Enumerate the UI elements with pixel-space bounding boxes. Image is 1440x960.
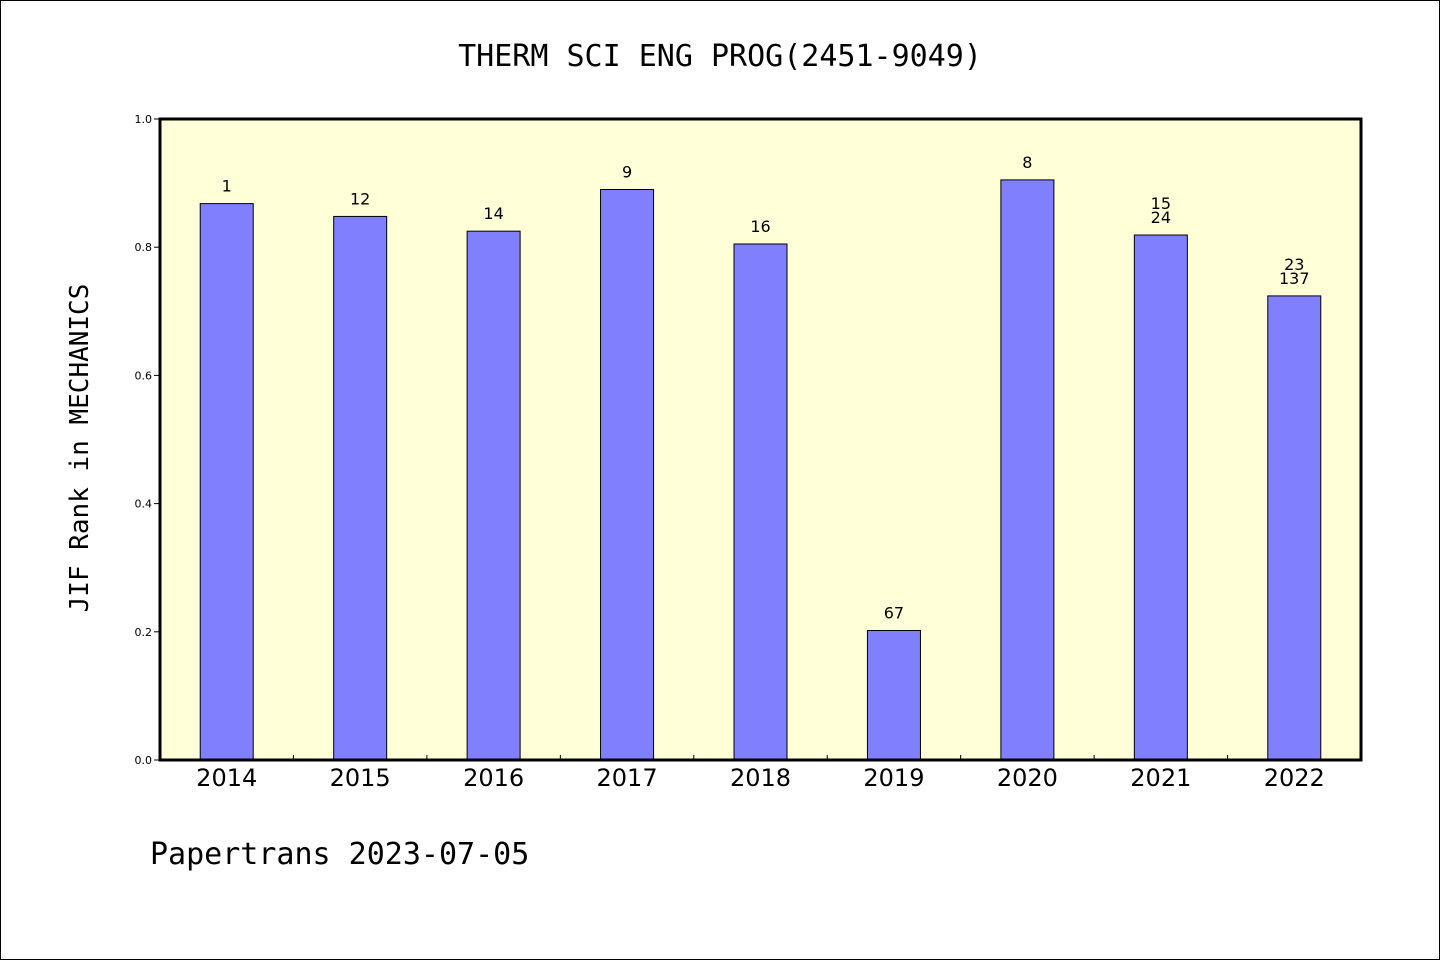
x-axis: 2014 2015 2016 2017 2018 2019 2020 2021 2022 bbox=[196, 755, 1325, 792]
bar-data-label: 8 bbox=[1022, 153, 1032, 172]
bar-2017 bbox=[600, 189, 655, 761]
bar-2019 bbox=[866, 630, 921, 761]
bar-2020 bbox=[1000, 179, 1055, 761]
x-tick-label: 2020 bbox=[997, 764, 1058, 792]
bar-2014 bbox=[199, 203, 254, 761]
y-tick-label: 0.2 bbox=[135, 626, 153, 639]
x-tick-label: 2018 bbox=[730, 764, 791, 792]
bar-data-label: 24 bbox=[1151, 208, 1171, 227]
x-tick-label: 2022 bbox=[1264, 764, 1325, 792]
footer-credit: Papertrans 2023-07-05 bbox=[150, 837, 529, 872]
bar-data-label: 14 bbox=[483, 204, 503, 223]
bar-data-label: 16 bbox=[750, 217, 770, 236]
x-tick-label: 2021 bbox=[1130, 764, 1191, 792]
bar-data-label: 9 bbox=[622, 163, 632, 182]
x-tick-label: 2019 bbox=[863, 764, 924, 792]
x-tick-label: 2017 bbox=[597, 764, 658, 792]
y-tick-label: 0.0 bbox=[135, 754, 153, 767]
bar-data-label: 1 bbox=[222, 177, 232, 196]
y-axis: 0.0 0.2 0.4 0.6 0.8 1.0 bbox=[135, 113, 160, 767]
bar-data-label: 137 bbox=[1279, 269, 1310, 288]
bar-series bbox=[199, 179, 1322, 761]
bar-2015 bbox=[333, 215, 388, 761]
x-tick-label: 2016 bbox=[463, 764, 524, 792]
y-tick-label: 0.8 bbox=[135, 241, 153, 254]
bar-2021 bbox=[1133, 234, 1188, 761]
bar-data-label: 12 bbox=[350, 189, 370, 208]
bar-data-label: 15 bbox=[1151, 194, 1171, 213]
bar-data-label: 67 bbox=[884, 604, 904, 623]
y-tick-label: 0.4 bbox=[135, 498, 153, 511]
y-axis-label: JIF Rank in MECHANICS bbox=[65, 284, 95, 613]
bar-2022 bbox=[1267, 295, 1322, 761]
plot-border bbox=[158, 117, 1363, 762]
chart-title: THERM SCI ENG PROG(2451-9049) bbox=[458, 39, 982, 74]
x-tick-label: 2015 bbox=[330, 764, 391, 792]
bar-2016 bbox=[466, 230, 521, 761]
bar-data-label: 23 bbox=[1284, 255, 1304, 274]
y-tick-label: 1.0 bbox=[135, 113, 153, 126]
y-tick-label: 0.6 bbox=[135, 369, 153, 382]
x-tick-label: 2014 bbox=[196, 764, 257, 792]
bar-2018 bbox=[733, 243, 788, 761]
